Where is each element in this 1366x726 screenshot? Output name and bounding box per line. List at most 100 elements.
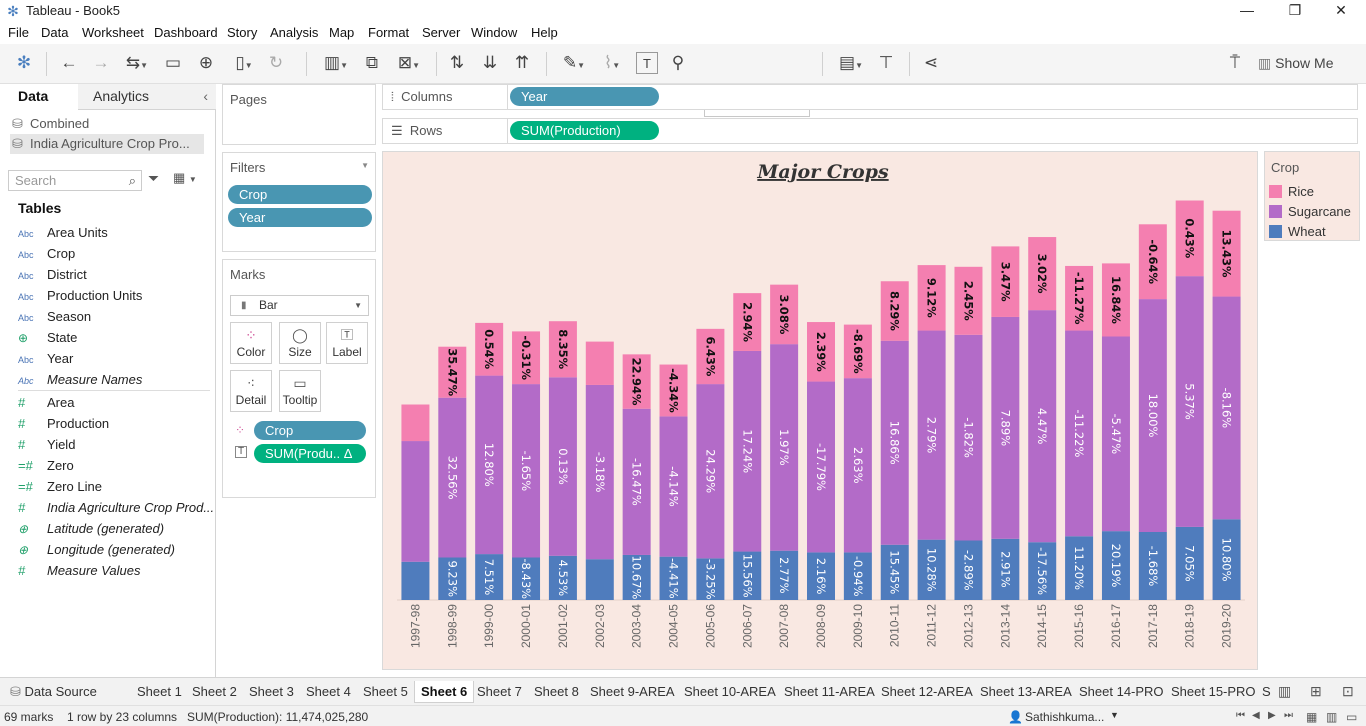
filter-icon[interactable]: ⏷ (148, 170, 160, 186)
detail-button[interactable]: ⁖ Detail (230, 370, 272, 412)
bar-sugarcane-2016-17[interactable] (1101, 336, 1130, 532)
bar-wheat-2003-04[interactable] (622, 554, 651, 600)
pause-updates-icon[interactable]: ▯▼ (235, 53, 253, 72)
paint-format-icon[interactable]: ⍑ (1229, 53, 1241, 72)
chart-view[interactable]: Major Crops 1997-98 9.23% 32.56% 35.47% 1998-… (382, 151, 1258, 670)
swap-rows-columns-icon[interactable]: ⇅ (449, 53, 465, 72)
view-options-icon[interactable]: ▦ ▼ (173, 170, 197, 185)
bar-wheat-2010-11[interactable] (880, 544, 909, 600)
tab-sheet-6[interactable]: Sheet 6 (414, 681, 475, 703)
bar-wheat-2002-03[interactable] (585, 559, 614, 600)
datasource-india-agriculture[interactable]: ⛁ India Agriculture Crop Pro... (10, 134, 204, 154)
sort-descending-icon[interactable]: ⇈ (514, 53, 530, 72)
field-district[interactable]: Abc District (18, 267, 87, 282)
grid-view-icon[interactable]: ▦ (1306, 710, 1318, 724)
bar-sugarcane-2015-16[interactable] (1065, 330, 1094, 537)
bar-sugarcane-2014-15[interactable] (1028, 310, 1057, 543)
bar-rice-2017-18[interactable] (1138, 224, 1167, 300)
fix-axes-icon[interactable]: ⚲ (671, 53, 685, 72)
bar-rice-1998-99[interactable] (438, 346, 467, 398)
tab-sheet-5[interactable]: Sheet 5 (363, 684, 408, 699)
clear-sheet-icon[interactable]: ⊠▼ (397, 53, 421, 72)
bar-sugarcane-2005-06[interactable] (696, 384, 725, 559)
bar-rice-1997-98[interactable] (401, 404, 430, 442)
tab-data-source[interactable]: ⛁ Data Source (4, 681, 103, 703)
bar-wheat-2013-14[interactable] (991, 538, 1020, 600)
tab-sheet-2[interactable]: Sheet 2 (192, 684, 237, 699)
menu-dashboard[interactable]: Dashboard (154, 25, 218, 40)
legend-item-wheat[interactable]: Wheat (1269, 224, 1326, 239)
bar-sugarcane-2010-11[interactable] (880, 340, 909, 545)
tab-sheet-13-area[interactable]: Sheet 13-AREA (980, 684, 1072, 699)
bar-sugarcane-2002-03[interactable] (585, 384, 614, 560)
bar-rice-2016-17[interactable] (1101, 263, 1130, 337)
bar-wheat-2016-17[interactable] (1101, 531, 1130, 600)
undo-icon[interactable]: ← (60, 53, 78, 72)
menu-data[interactable]: Data (41, 25, 69, 40)
new-worksheet-icon[interactable]: ▥▼ (324, 53, 348, 72)
new-datasource-icon[interactable]: ⊕ (198, 53, 214, 72)
bar-sugarcane-2006-07[interactable] (733, 350, 762, 552)
field-zero[interactable]: =# Zero (18, 458, 74, 473)
chevron-down-icon[interactable]: ▼ (361, 161, 369, 170)
mark-type-dropdown[interactable]: ▮ Bar ▼ (230, 295, 369, 316)
field-longitude-generated[interactable]: ⊕ Longitude (generated) (18, 542, 175, 557)
filters-card[interactable]: Filters ▼ Crop Year (222, 152, 376, 252)
columns-pill-year[interactable]: Year (510, 87, 659, 106)
bar-rice-2005-06[interactable] (696, 328, 725, 385)
tab-sheet-12-area[interactable]: Sheet 12-AREA (881, 684, 973, 699)
new-worksheet-icon[interactable]: ▥ (1278, 683, 1292, 699)
tab-sheet-4[interactable]: Sheet 4 (306, 684, 351, 699)
show-cards-icon[interactable]: ▤▼ (839, 53, 863, 72)
bar-sugarcane-2001-02[interactable] (548, 377, 577, 556)
rows-shelf[interactable]: ☰ Rows SUM(Production) (382, 118, 1358, 144)
bar-wheat-1997-98[interactable] (401, 561, 430, 600)
bar-wheat-2014-15[interactable] (1028, 542, 1057, 600)
share-icon[interactable]: ⋖ (923, 53, 939, 72)
field-area[interactable]: # Area (18, 395, 74, 410)
bar-sugarcane-2012-13[interactable] (954, 334, 983, 541)
field-crop[interactable]: Abc Crop (18, 246, 75, 261)
bar-rice-2000-01[interactable] (512, 331, 541, 385)
bar-rice-2006-07[interactable] (733, 293, 762, 351)
bar-sugarcane-2003-04[interactable] (622, 408, 651, 555)
bar-rice-2007-08[interactable] (770, 284, 799, 345)
marks-pill-sum-production[interactable]: SUM(Produ.. Δ (254, 444, 366, 463)
sort-ascending-icon[interactable]: ⇊ (482, 53, 498, 72)
tab-sheet-1[interactable]: Sheet 1 (137, 684, 182, 699)
bar-rice-2011-12[interactable] (917, 265, 946, 331)
marks-pill-crop[interactable]: Crop (254, 421, 366, 440)
bar-wheat-2009-10[interactable] (843, 552, 872, 600)
filter-pill-crop[interactable]: Crop (228, 185, 372, 204)
bar-sugarcane-1997-98[interactable] (401, 441, 430, 562)
save-icon[interactable]: ▭ (164, 53, 182, 72)
tab-sheet-14-pro[interactable]: Sheet 14-PRO (1079, 684, 1164, 699)
field-measure-names[interactable]: Abc Measure Names (18, 372, 142, 387)
menu-format[interactable]: Format (368, 25, 410, 40)
bar-rice-2013-14[interactable] (991, 246, 1020, 317)
size-button[interactable]: ◯ Size (279, 322, 321, 364)
bar-wheat-2007-08[interactable] (770, 550, 799, 600)
replay-icon[interactable]: ⇆▼ (125, 53, 149, 72)
field-season[interactable]: Abc Season (18, 309, 91, 324)
minimize-button[interactable]: — (1240, 2, 1254, 18)
next-sheet-icon[interactable]: ▶ (1268, 710, 1276, 721)
field-yield[interactable]: # Yield (18, 437, 75, 452)
bar-wheat-1999-00[interactable] (475, 554, 504, 600)
legend-item-sugarcane[interactable]: Sugarcane (1269, 204, 1351, 219)
presentation-mode-icon[interactable]: ⊤ (878, 53, 894, 72)
menu-map[interactable]: Map (329, 25, 355, 40)
bar-sugarcane-2004-05[interactable] (659, 416, 688, 557)
bar-rice-2014-15[interactable] (1028, 237, 1057, 311)
bar-wheat-2001-02[interactable] (548, 555, 577, 600)
bar-rice-1999-00[interactable] (475, 322, 504, 376)
bar-rice-2019-20[interactable] (1212, 210, 1241, 297)
pages-card[interactable]: Pages (222, 84, 376, 145)
redo-icon[interactable]: → (92, 53, 110, 72)
bar-rice-2004-05[interactable] (659, 364, 688, 417)
bar-wheat-2015-16[interactable] (1065, 536, 1094, 600)
tableau-home-icon[interactable]: ✻ (16, 53, 32, 72)
bar-sugarcane-2018-19[interactable] (1175, 276, 1204, 527)
search-input[interactable]: Search ⌕ (8, 170, 142, 191)
field-measure-values[interactable]: # Measure Values (18, 563, 140, 578)
